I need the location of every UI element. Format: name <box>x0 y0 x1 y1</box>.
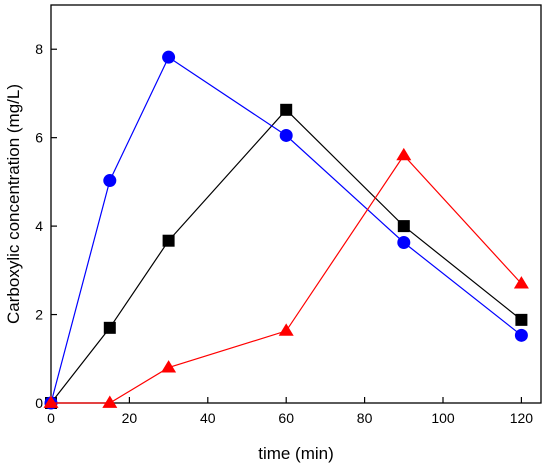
x-tick-label: 120 <box>510 410 534 426</box>
y-tick-label: 4 <box>35 218 43 234</box>
y-tick-label: 2 <box>35 307 43 323</box>
y-axis: 0 2 4 6 8 <box>35 41 57 411</box>
x-tick-label: 20 <box>122 410 138 426</box>
data-point <box>397 235 411 249</box>
data-point <box>397 220 410 233</box>
series-line <box>50 108 522 404</box>
x-tick-label: 0 <box>47 410 55 426</box>
data-point <box>514 328 528 342</box>
data-point <box>513 276 529 289</box>
x-axis: 0 20 40 60 80 100 120 <box>47 397 533 426</box>
data-point <box>103 321 116 334</box>
y-axis-title: Carboxylic concentration (mg/L) <box>4 84 23 324</box>
x-tick-label: 40 <box>200 410 216 426</box>
data-point <box>515 313 528 326</box>
series-circle <box>44 50 528 410</box>
series-square <box>45 103 528 409</box>
y-tick-label: 0 <box>35 395 43 411</box>
y-tick-label: 8 <box>35 41 43 57</box>
y-tick-label: 6 <box>35 130 43 146</box>
data-point <box>161 360 177 373</box>
data-point <box>278 323 294 336</box>
x-axis-title: time (min) <box>258 444 334 463</box>
plot-border <box>50 4 542 404</box>
x-tick-label: 100 <box>431 410 455 426</box>
data-point <box>103 174 117 188</box>
data-point <box>102 395 118 408</box>
series-line <box>50 56 522 404</box>
data-point <box>279 128 293 142</box>
plot-frame <box>50 4 542 404</box>
x-tick-label: 80 <box>357 410 373 426</box>
data-point <box>162 50 176 64</box>
series-triangle <box>43 147 529 408</box>
series-layer <box>43 50 529 410</box>
series-line <box>51 154 522 404</box>
data-point <box>43 395 59 408</box>
data-point <box>280 103 293 116</box>
x-tick-label: 60 <box>278 410 294 426</box>
data-point <box>162 234 175 247</box>
data-point <box>396 147 412 161</box>
